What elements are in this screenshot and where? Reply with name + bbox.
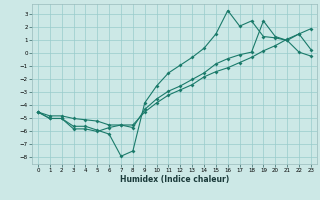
X-axis label: Humidex (Indice chaleur): Humidex (Indice chaleur)	[120, 175, 229, 184]
